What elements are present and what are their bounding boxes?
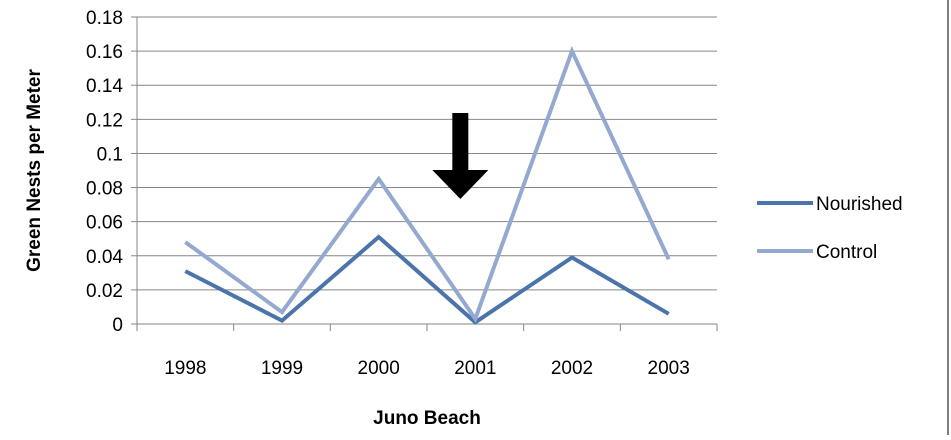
- y-tick-label: 0.08: [86, 179, 123, 200]
- x-tick-label: 2000: [358, 358, 400, 379]
- y-tick-label: 0.14: [86, 76, 123, 97]
- x-axis-title: Juno Beach: [373, 408, 481, 429]
- x-tick-label: 2001: [454, 358, 496, 379]
- x-tick-labels: 1998 1999 2000 2001 2002 2003: [136, 324, 718, 379]
- y-tick-label: 0.1: [97, 144, 123, 165]
- series-lines: [184, 45, 671, 325]
- x-tick-label: 1999: [261, 358, 303, 379]
- legend: Nourished Control: [757, 194, 903, 263]
- annotations: [432, 113, 489, 199]
- y-tick-label: 0.18: [86, 8, 123, 29]
- y-axis-title: Green Nests per Meter: [24, 69, 45, 272]
- y-tick-labels: 0 0.02 0.04 0.06 0.08 0.1 0.12 0.14 0.16 0.18: [86, 8, 123, 336]
- y-tick-label: 0.02: [86, 281, 123, 302]
- legend-label-nourished: Nourished: [816, 194, 903, 215]
- y-tick-label: 0: [112, 315, 123, 336]
- y-tick-label: 0.16: [86, 42, 123, 63]
- x-tick-label: 1998: [164, 358, 206, 379]
- series-line-nourished: [184, 234, 670, 325]
- y-tick-label: 0.04: [86, 247, 123, 268]
- x-tick-label: 2002: [551, 358, 593, 379]
- y-tick-label: 0.06: [86, 213, 123, 234]
- series-line-control: [184, 45, 671, 324]
- x-tick-label: 2003: [648, 358, 690, 379]
- y-tick-label: 0.12: [86, 110, 123, 131]
- legend-label-control: Control: [816, 242, 877, 263]
- down-arrow-icon: [432, 113, 489, 199]
